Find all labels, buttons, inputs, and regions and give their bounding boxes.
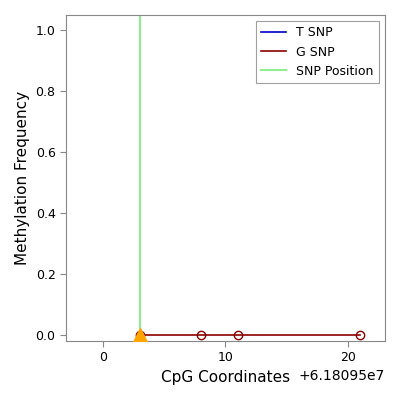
Y-axis label: Methylation Frequency: Methylation Frequency — [15, 91, 30, 265]
X-axis label: CpG Coordinates: CpG Coordinates — [161, 370, 290, 385]
Legend: T SNP, G SNP, SNP Position: T SNP, G SNP, SNP Position — [256, 21, 379, 83]
